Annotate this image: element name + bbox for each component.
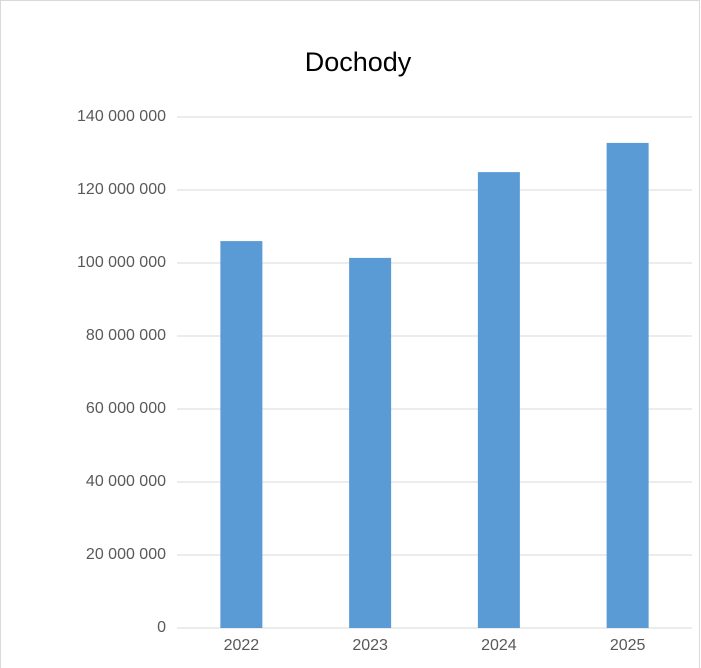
bar [606, 142, 649, 629]
y-tick-label: 40 000 000 [86, 473, 166, 490]
y-tick-label: 100 000 000 [77, 254, 166, 271]
y-tick-label: 120 000 000 [77, 181, 166, 198]
x-tick-label: 2023 [352, 637, 388, 654]
x-tick-label: 2024 [481, 637, 517, 654]
x-tick-label: 2022 [224, 637, 260, 654]
y-tick-label: 60 000 000 [86, 400, 166, 417]
y-tick-label: 80 000 000 [86, 327, 166, 344]
y-tick-label: 140 000 000 [77, 108, 166, 125]
y-tick-label: 20 000 000 [86, 546, 166, 563]
bar [220, 241, 263, 628]
bar [477, 172, 520, 629]
bar [349, 257, 392, 628]
y-tick-label: 0 [157, 619, 166, 636]
chart-title: Dochody [305, 47, 412, 77]
x-tick-label: 2025 [610, 637, 646, 654]
